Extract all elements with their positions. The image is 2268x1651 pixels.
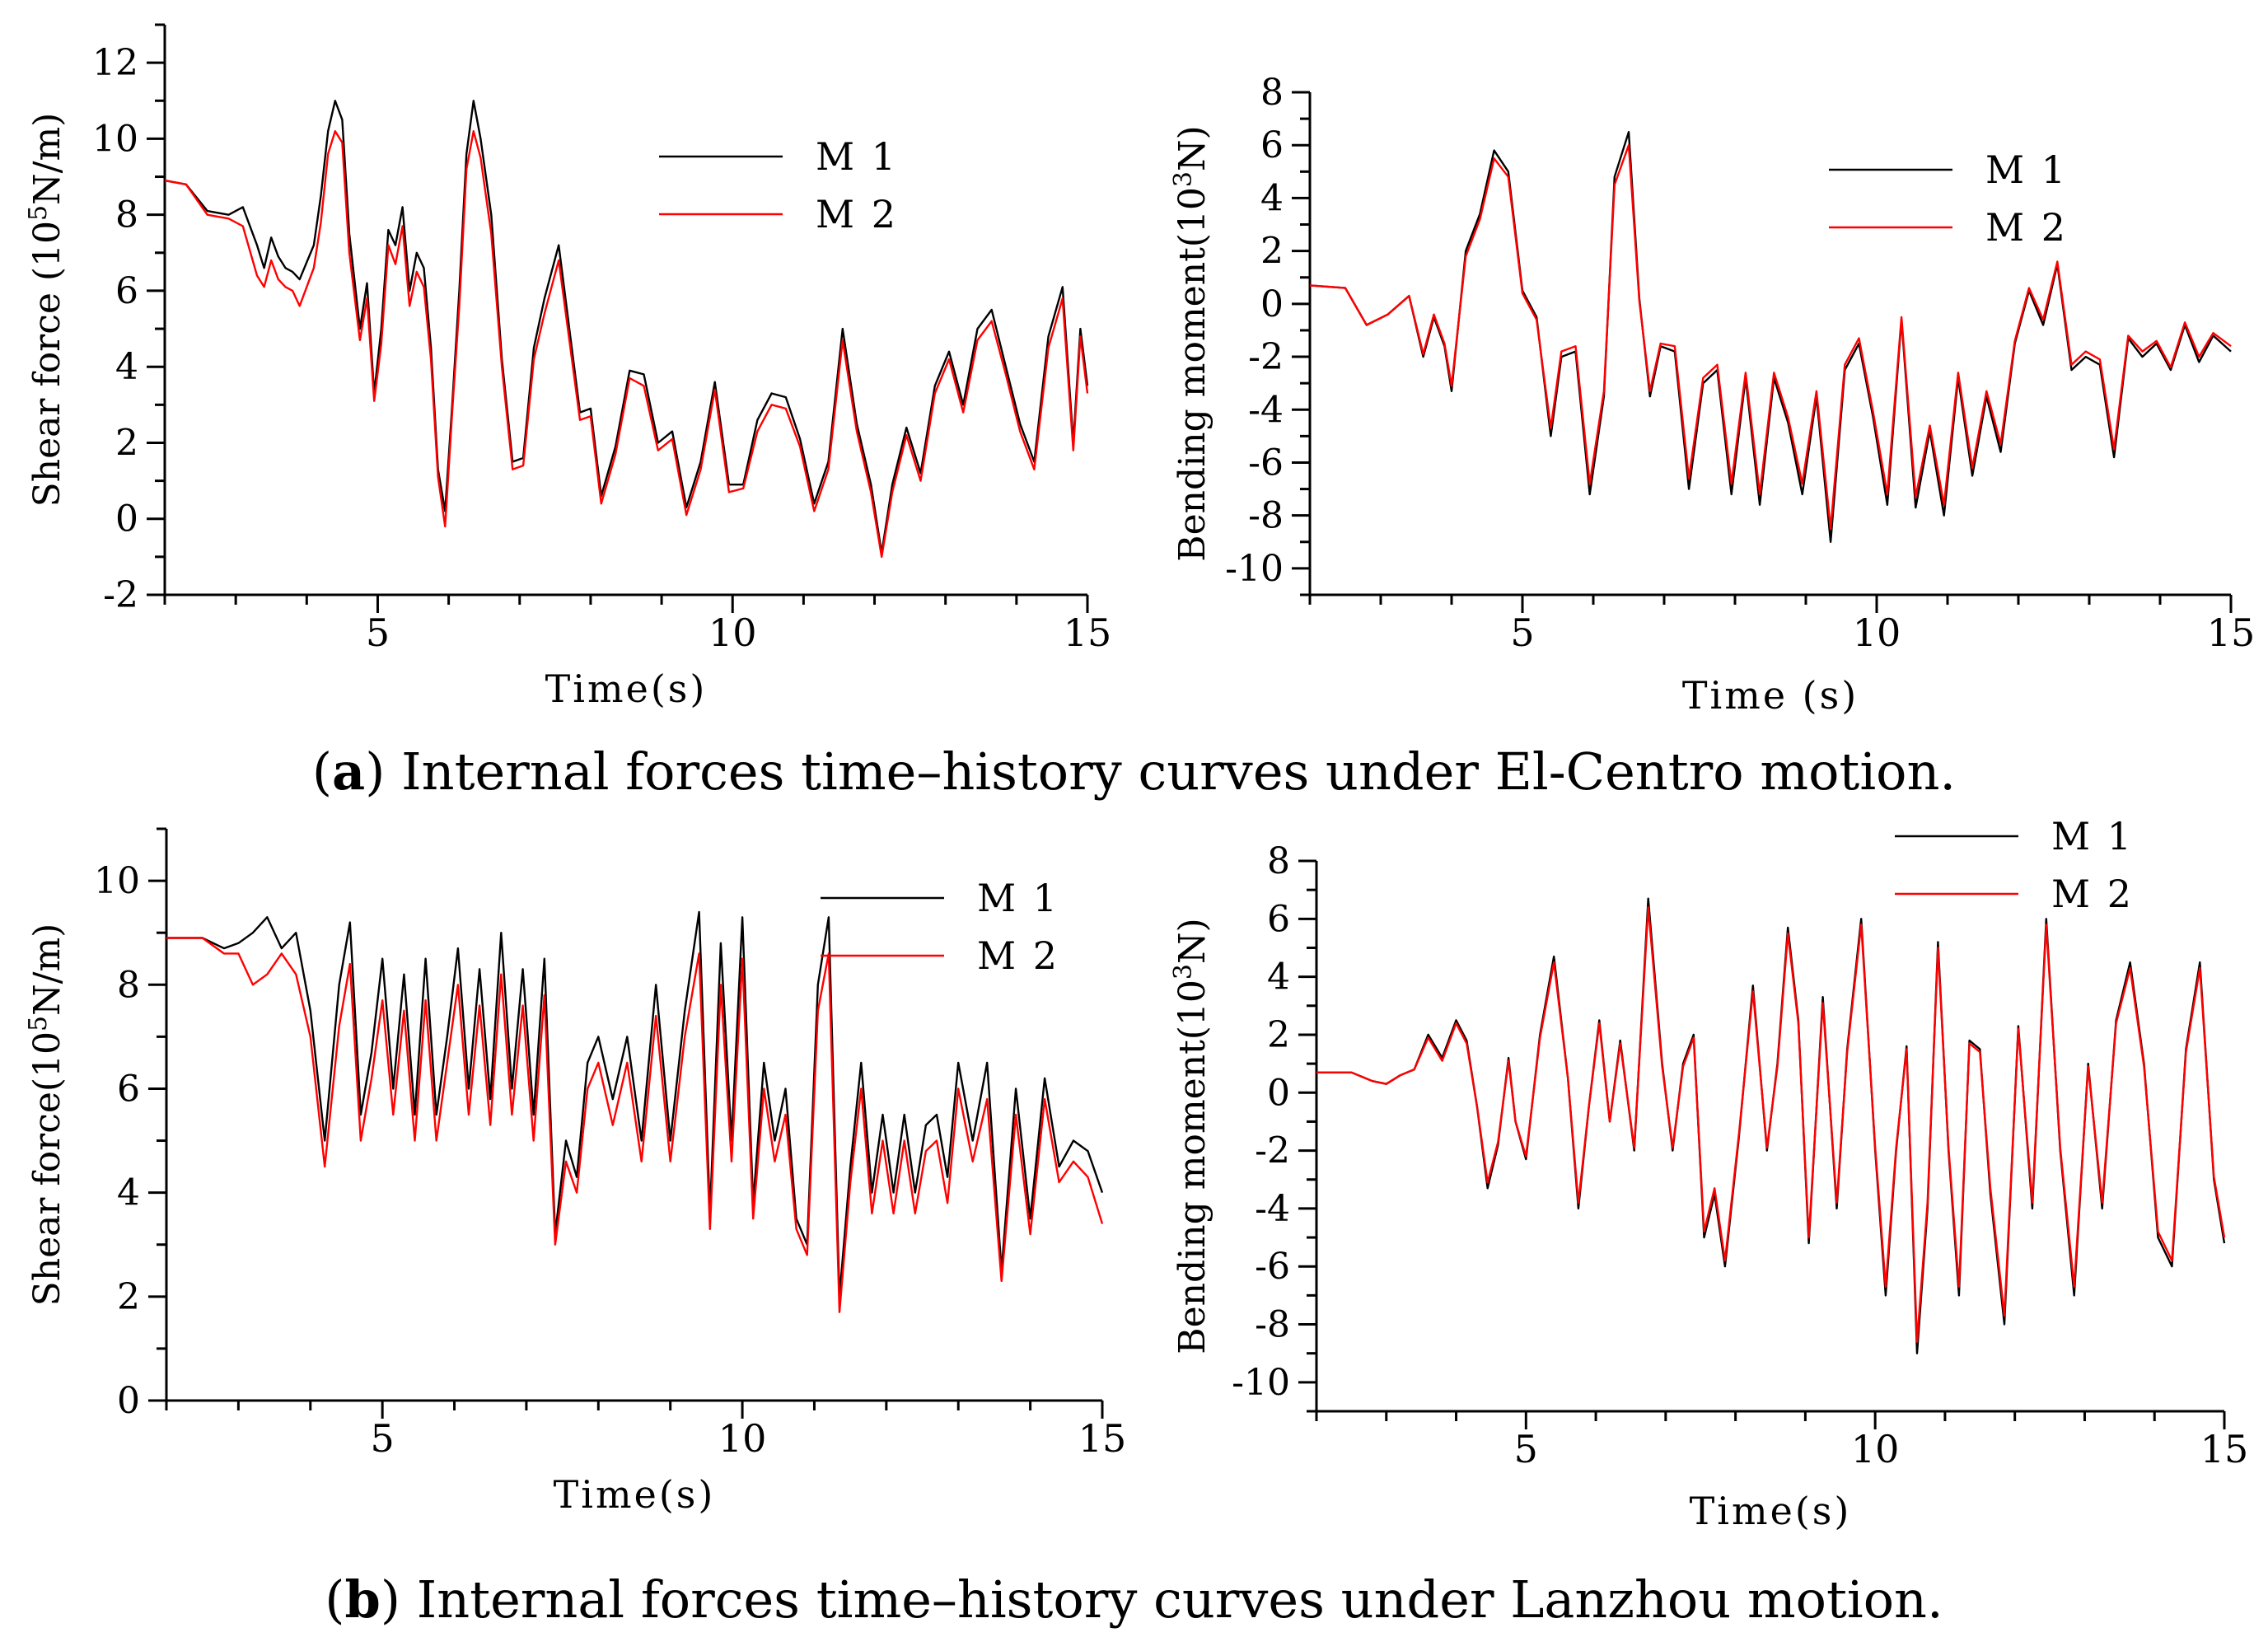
legend-label: M 1: [1985, 147, 2068, 192]
y-tick-label: 0: [117, 1380, 140, 1422]
y-tick-label: 4: [115, 346, 138, 388]
caption-b-text: Internal forces time–history curves unde…: [416, 1569, 1943, 1630]
y-tick-label: 8: [115, 194, 138, 236]
y-tick-label: -2: [103, 574, 138, 616]
y-tick-label: -4: [1248, 389, 1284, 431]
series-line-m1: [164, 100, 1089, 554]
y-tick-label: -10: [1225, 548, 1284, 590]
y-tick-label: -4: [1255, 1188, 1290, 1230]
legend-label: M 1: [816, 134, 898, 179]
legend-label: M 2: [1985, 205, 2068, 250]
caption-a-text: Internal forces time–history curves unde…: [401, 741, 1957, 802]
y-tick-label: 0: [1260, 283, 1284, 325]
y-tick-label: 6: [117, 1068, 140, 1110]
series-line-m2: [1316, 906, 2226, 1343]
legend-label: M 2: [2051, 872, 2134, 916]
y-axis-label: Bending moment(103N): [1169, 125, 1213, 561]
legend-label: M 1: [977, 876, 1059, 920]
y-tick-label: 2: [115, 422, 138, 464]
series-line-m2: [164, 129, 1089, 559]
chart-a-bending: 5 10 15 -10 -8 -6 -4 -2 0 2 4 6 8 Time (s) Bending mom…: [1169, 72, 2255, 718]
y-tick-label: -6: [1248, 442, 1284, 484]
y-tick-label: 0: [115, 498, 138, 540]
y-tick-label: 4: [1267, 956, 1290, 999]
x-tick-label: 15: [1064, 610, 1112, 655]
y-tick-label: 2: [117, 1276, 140, 1318]
y-tick-label: 2: [1260, 231, 1284, 273]
x-axis-label: Time (s): [1682, 673, 1859, 718]
x-tick-label: 5: [366, 610, 390, 655]
y-tick-label: 2: [1267, 1014, 1290, 1056]
series-line-m2: [166, 937, 1104, 1313]
y-tick-label: 10: [94, 860, 140, 902]
chart-a-shear: 5 10 15 -2 0 2 4 6 8 10 12 Time(s) Shear force (105N…: [24, 23, 1112, 711]
legend-label: M 2: [977, 933, 1059, 978]
y-tick-label: -2: [1255, 1130, 1290, 1172]
x-tick-label: 5: [371, 1416, 395, 1461]
x-tick-label: 10: [708, 610, 757, 655]
y-tick-label: 6: [1260, 124, 1284, 166]
y-tick-label: 6: [115, 270, 138, 312]
x-axis-label: Time(s): [1690, 1489, 1852, 1533]
caption-b-letter: b: [344, 1569, 381, 1630]
x-tick-label: 5: [1514, 1427, 1538, 1471]
x-axis-label: Time(s): [545, 666, 708, 711]
y-tick-label: 12: [92, 42, 138, 84]
y-tick-label: -6: [1255, 1246, 1290, 1288]
series-line-m2: [1309, 143, 2232, 530]
x-tick-label: 15: [2207, 610, 2256, 655]
x-tick-label: 10: [1851, 1427, 1900, 1471]
series-line-m1: [1309, 130, 2232, 543]
y-tick-label: -10: [1232, 1362, 1290, 1404]
x-tick-label: 10: [718, 1416, 767, 1461]
y-tick-label: -8: [1248, 495, 1284, 537]
y-tick-label: 8: [1260, 72, 1284, 114]
y-tick-label: 8: [1267, 840, 1290, 882]
caption-a: (a) Internal forces time–history curves …: [311, 741, 1957, 802]
x-tick-label: 5: [1510, 610, 1534, 655]
series-line-m1: [166, 910, 1104, 1298]
y-tick-label: 8: [117, 964, 140, 1006]
y-tick-label: 10: [92, 118, 138, 160]
y-tick-label: -8: [1255, 1304, 1290, 1346]
x-tick-label: 15: [2200, 1427, 2249, 1471]
legend-label: M 1: [2051, 814, 2134, 858]
caption-a-letter: a: [332, 741, 366, 802]
x-tick-label: 10: [1853, 610, 1901, 655]
y-tick-label: 4: [117, 1172, 140, 1214]
y-tick-label: -2: [1248, 336, 1284, 378]
legend-label: M 2: [816, 192, 898, 236]
y-tick-label: 4: [1260, 177, 1284, 219]
y-axis-label: Bending moment(103N): [1169, 918, 1213, 1354]
y-axis-label: Shear force(105N/m): [24, 924, 68, 1307]
y-tick-label: 0: [1267, 1072, 1290, 1114]
x-tick-label: 15: [1078, 1416, 1127, 1461]
chart-b-bending: 5 10 15 -10 -8 -6 -4 -2 0 2 4 6 8 Time(s) Bending mome…: [1169, 814, 2248, 1533]
caption-b: (b) Internal forces time–history curves …: [325, 1569, 1943, 1630]
y-axis-label: Shear force (105N/m): [24, 113, 68, 507]
x-axis-label: Time(s): [554, 1472, 716, 1517]
y-tick-label: 6: [1267, 898, 1290, 940]
